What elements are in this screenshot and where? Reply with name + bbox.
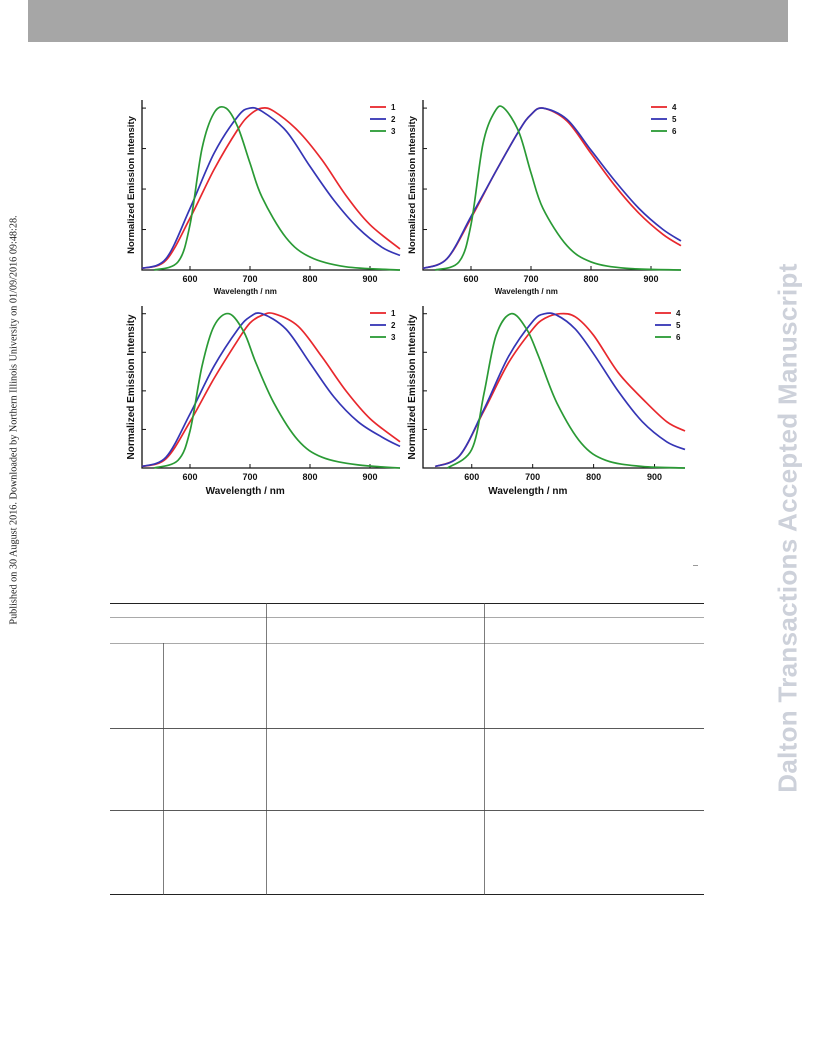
axis-frame: [422, 100, 681, 271]
legend-label: 2: [391, 321, 396, 330]
x-tick-label: 900: [643, 274, 658, 284]
x-tick-label: 700: [525, 472, 540, 482]
small-dash-mark: [693, 565, 698, 566]
x-tick-label: 600: [464, 472, 479, 482]
chart-svg: 600 700 800 900 Wavelength / nm Normalized Em…: [407, 306, 686, 497]
x-tick-label: 700: [523, 274, 538, 284]
legend-label: 6: [676, 333, 681, 342]
y-axis-title: Normalized Emission Intensity: [126, 314, 137, 459]
y-axis-title: Normalized Emission Intensity: [126, 115, 137, 253]
series-line-5: [422, 107, 682, 270]
axis-frame: [422, 306, 685, 469]
series-line-4: [434, 312, 686, 468]
legend-label: 4: [672, 103, 677, 112]
legend-label: 1: [391, 309, 396, 318]
emission-chart-1: 600 700 800 900 Wavelength / nm Normalized Em…: [122, 92, 407, 297]
legend-label: 5: [676, 321, 681, 330]
legend-label: 4: [676, 309, 681, 318]
x-tick-label: 600: [182, 274, 197, 284]
x-tick-label: 700: [242, 472, 257, 482]
data-table: [110, 603, 704, 895]
legend-label: 3: [391, 333, 396, 342]
x-tick-label: 800: [302, 274, 317, 284]
series-line-2: [141, 312, 401, 468]
x-axis-title: Wavelength / nm: [488, 486, 567, 497]
series-line-2: [141, 106, 401, 270]
series-line-5: [434, 312, 686, 468]
journal-header-bar: [28, 0, 788, 42]
accepted-manuscript-watermark: Dalton Transactions Accepted Manuscript: [772, 263, 803, 793]
y-axis-title: Normalized Emission Intensity: [407, 115, 418, 253]
series-line-1: [141, 312, 401, 468]
chart-svg: 600 700 800 900 Wavelength / nm Normalized Em…: [407, 100, 682, 296]
legend-label: 2: [391, 115, 396, 124]
emission-chart-2: 600 700 800 900 Wavelength / nm Normalized Em…: [403, 92, 688, 297]
publication-notice: Published on 30 August 2016. Downloaded …: [8, 215, 20, 625]
series-line-3: [153, 105, 401, 271]
series-line-1: [141, 107, 401, 270]
x-tick-label: 900: [647, 472, 662, 482]
x-axis-title: Wavelength / nm: [495, 287, 558, 296]
x-tick-label: 800: [586, 472, 601, 482]
chart-svg: 600 700 800 900 Wavelength / nm Normalized Em…: [126, 306, 401, 497]
series-line-6: [446, 312, 686, 469]
axis-frame: [141, 100, 400, 271]
legend-label: 1: [391, 103, 396, 112]
legend-label: 3: [391, 127, 396, 136]
series-line-3: [153, 312, 401, 469]
x-tick-label: 600: [463, 274, 478, 284]
legend-label: 6: [672, 127, 677, 136]
x-tick-label: 800: [302, 472, 317, 482]
emission-chart-4: 600 700 800 900 Wavelength / nm Normalized Em…: [403, 298, 693, 508]
x-axis-title: Wavelength / nm: [206, 486, 285, 497]
x-tick-label: 700: [242, 274, 257, 284]
x-axis-title: Wavelength / nm: [214, 287, 277, 296]
axis-frame: [141, 306, 400, 469]
x-tick-label: 800: [583, 274, 598, 284]
x-tick-label: 600: [182, 472, 197, 482]
chart-svg: 600 700 800 900 Wavelength / nm Normalized Em…: [126, 100, 401, 296]
x-tick-label: 900: [362, 472, 377, 482]
x-tick-label: 900: [362, 274, 377, 284]
legend-label: 5: [672, 115, 677, 124]
y-axis-title: Normalized Emission Intensity: [407, 314, 418, 459]
series-line-6: [434, 105, 682, 271]
emission-chart-3: 600 700 800 900 Wavelength / nm Normalized Em…: [122, 298, 407, 508]
series-line-4: [422, 107, 682, 270]
